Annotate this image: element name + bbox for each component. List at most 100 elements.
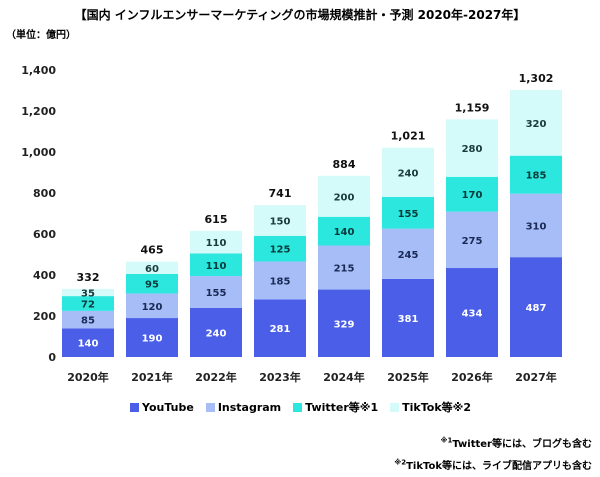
bar-segment-youtube xyxy=(190,307,242,357)
bar-segment-youtube xyxy=(254,299,306,357)
legend-label-tiktok: TikTok等※2 xyxy=(402,401,471,414)
bar-segment-twitter xyxy=(190,253,242,277)
segment-value-label: 240 xyxy=(398,168,419,179)
bar-group: 381 245 155 240 1,021 xyxy=(382,130,434,357)
bar-segment-instagram xyxy=(190,276,242,308)
legend: YouTube Instagram Twitter等※1 TikTok等※2 xyxy=(130,399,471,415)
y-tick-label: 400 xyxy=(33,269,56,282)
segment-value-label: 215 xyxy=(334,264,355,275)
bar-segment-youtube xyxy=(446,268,498,357)
segment-value-label: 150 xyxy=(270,216,291,227)
legend-item-instagram: Instagram xyxy=(205,401,281,414)
segment-value-label: 185 xyxy=(526,171,547,182)
y-tick-label: 800 xyxy=(33,187,56,200)
segment-value-label: 320 xyxy=(526,119,547,130)
bar-segment-twitter xyxy=(254,235,306,262)
segment-value-label: 120 xyxy=(142,302,163,313)
legend-swatch-youtube xyxy=(130,402,139,412)
bar-segment-twitter xyxy=(446,176,498,212)
bar-segment-instagram xyxy=(446,211,498,269)
legend-swatch-tiktok xyxy=(390,402,400,412)
bar-segment-instagram xyxy=(254,261,306,300)
bar-segment-youtube xyxy=(62,328,114,357)
bar-segment-tiktok xyxy=(190,230,242,254)
x-axis: 2020年 2021年 2022年 2023年 2024年 2025年 2026年 2027年 xyxy=(67,370,557,384)
footnote-2-text: TikTok等には、ライブ配信アプリも含む xyxy=(406,461,592,472)
bar-total-label: 741 xyxy=(269,187,292,200)
segment-value-label: 245 xyxy=(398,250,419,261)
legend-label-twitter: Twitter等※1 xyxy=(305,401,379,414)
segment-value-label: 85 xyxy=(81,316,95,327)
segment-value-label: 281 xyxy=(270,324,291,335)
segment-value-label: 487 xyxy=(526,303,547,314)
segment-value-label: 280 xyxy=(462,144,483,155)
legend-item-youtube: YouTube xyxy=(130,401,194,414)
bar-segment-youtube xyxy=(318,289,370,357)
segment-value-label: 190 xyxy=(142,334,163,345)
x-category-label: 2021年 xyxy=(131,370,173,384)
segment-value-label: 170 xyxy=(462,190,483,201)
bar-group: 190 120 95 60 465 xyxy=(126,244,178,357)
bar-segment-twitter xyxy=(126,273,178,294)
bar-total-label: 615 xyxy=(205,213,228,226)
bar-segment-instagram xyxy=(510,193,562,258)
bar-segment-tiktok xyxy=(254,205,306,236)
segment-value-label: 185 xyxy=(270,276,291,287)
bar-segment-instagram xyxy=(126,293,178,319)
x-category-label: 2023年 xyxy=(259,370,301,384)
segment-value-label: 60 xyxy=(145,264,159,275)
segment-value-label: 95 xyxy=(145,280,159,291)
bar-segment-youtube xyxy=(126,318,178,357)
bar-segment-tiktok xyxy=(510,90,562,156)
footnote-2-mark: ※2 xyxy=(394,458,407,467)
bar-group: 240 155 110 110 615 xyxy=(190,213,242,357)
bar-total-label: 1,302 xyxy=(519,72,554,85)
bar-segment-tiktok xyxy=(446,119,498,177)
segment-value-label: 125 xyxy=(270,245,291,256)
y-tick-label: 1,200 xyxy=(21,105,56,118)
y-tick-label: 200 xyxy=(33,310,56,323)
segment-value-label: 434 xyxy=(462,309,483,320)
bar-segment-tiktok xyxy=(382,147,434,197)
segment-value-label: 155 xyxy=(398,209,419,220)
segment-value-label: 155 xyxy=(206,288,227,299)
bar-segment-youtube xyxy=(510,257,562,357)
legend-swatch-twitter xyxy=(293,402,303,412)
segment-value-label: 35 xyxy=(81,289,95,300)
segment-value-label: 110 xyxy=(206,261,227,272)
legend-swatch-instagram xyxy=(205,402,215,412)
segment-value-label: 72 xyxy=(81,299,95,310)
bar-segment-tiktok xyxy=(62,288,114,297)
x-category-label: 2025年 xyxy=(387,370,429,384)
bar-group: 487 310 185 320 1,302 xyxy=(510,72,562,357)
segment-value-label: 140 xyxy=(78,339,99,350)
footnote-2: ※2TikTok等には、ライブ配信アプリも含む xyxy=(394,457,592,472)
bar-total-label: 465 xyxy=(141,244,164,257)
x-category-label: 2024年 xyxy=(323,370,365,384)
legend-item-tiktok: TikTok等※2 xyxy=(390,399,471,415)
footnote-1-text: Twitter等には、ブログも含む xyxy=(452,439,592,450)
y-tick-label: 1,400 xyxy=(21,64,56,77)
bar-segment-twitter xyxy=(62,296,114,311)
legend-label-youtube: YouTube xyxy=(142,400,194,414)
unit-label: （単位：億円） xyxy=(6,30,76,41)
bar-segment-tiktok xyxy=(318,175,370,217)
bar-segment-twitter xyxy=(382,196,434,229)
y-tick-label: 0 xyxy=(48,351,56,364)
y-tick-label: 600 xyxy=(33,228,56,241)
segment-value-label: 140 xyxy=(334,227,355,238)
x-category-label: 2022年 xyxy=(195,370,237,384)
bar-segment-twitter xyxy=(318,216,370,246)
bar-segment-youtube xyxy=(382,278,434,357)
segment-value-label: 110 xyxy=(206,238,227,249)
bar-segment-tiktok xyxy=(126,261,178,274)
bar-group: 434 275 170 280 1,159 xyxy=(446,101,498,357)
segment-value-label: 275 xyxy=(462,236,483,247)
segment-value-label: 240 xyxy=(206,328,227,339)
bar-group: 281 185 125 150 741 xyxy=(254,187,306,357)
bar-total-label: 332 xyxy=(77,271,100,284)
bar-total-label: 1,159 xyxy=(455,101,490,114)
